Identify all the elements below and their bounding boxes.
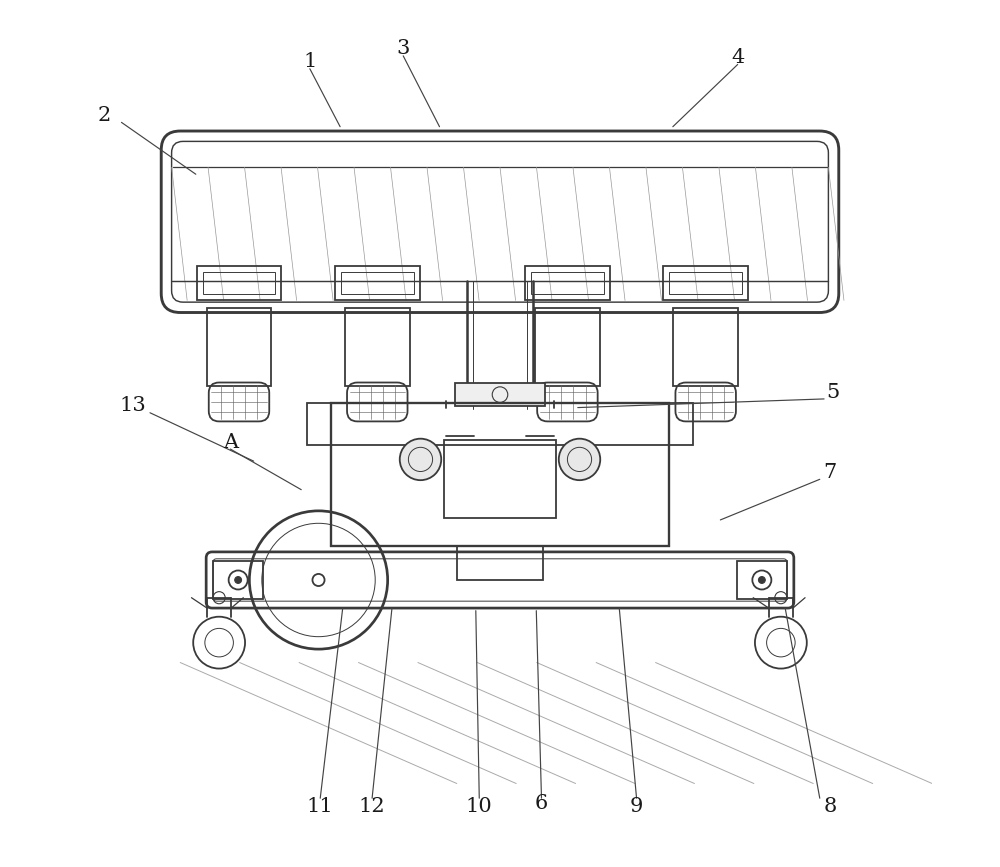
Text: 13: 13 <box>119 396 146 415</box>
Text: 3: 3 <box>397 39 410 58</box>
Text: 6: 6 <box>535 794 548 813</box>
Circle shape <box>758 577 765 583</box>
Text: 11: 11 <box>307 798 334 817</box>
Text: 7: 7 <box>824 463 837 482</box>
Bar <box>531 272 604 295</box>
Bar <box>525 266 610 300</box>
Circle shape <box>235 577 242 583</box>
Bar <box>455 383 545 406</box>
Bar <box>737 562 787 598</box>
Bar <box>207 308 271 386</box>
Bar <box>457 546 543 580</box>
Text: 2: 2 <box>98 106 111 125</box>
Bar <box>203 272 275 295</box>
Bar <box>335 266 420 300</box>
Bar <box>663 266 748 300</box>
Circle shape <box>400 439 441 480</box>
Bar <box>331 403 669 546</box>
Text: 1: 1 <box>303 52 317 71</box>
Bar <box>669 272 742 295</box>
Bar <box>307 403 693 445</box>
Bar <box>345 308 410 386</box>
Text: A: A <box>223 433 238 452</box>
Bar <box>213 562 263 598</box>
Text: 5: 5 <box>826 382 839 401</box>
Text: 12: 12 <box>359 798 385 817</box>
Text: 10: 10 <box>466 798 493 817</box>
Bar <box>341 272 414 295</box>
Bar <box>535 308 600 386</box>
Text: 4: 4 <box>731 48 744 67</box>
Text: 8: 8 <box>824 798 837 817</box>
Text: 9: 9 <box>630 798 643 817</box>
Circle shape <box>312 574 325 586</box>
Bar <box>197 266 281 300</box>
Bar <box>444 440 556 518</box>
Bar <box>673 308 738 386</box>
Circle shape <box>559 439 600 480</box>
